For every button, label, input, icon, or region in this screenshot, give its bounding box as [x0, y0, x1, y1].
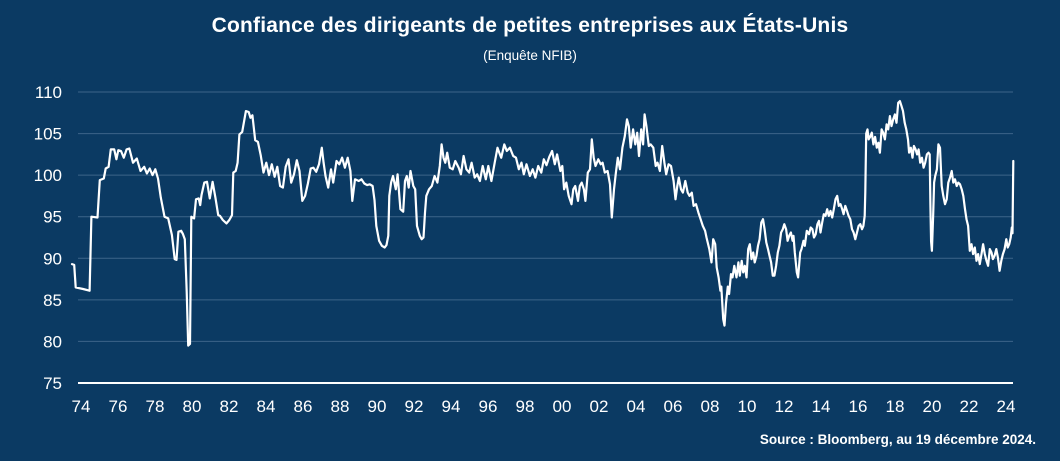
- y-axis-tick-label: 90: [43, 249, 62, 268]
- x-axis-tick-label: 88: [331, 397, 350, 416]
- x-axis-tick-label: 94: [442, 397, 461, 416]
- y-axis-tick-label: 100: [34, 166, 62, 185]
- x-axis-tick-label: 08: [701, 397, 720, 416]
- data-line-series: [70, 99, 1015, 347]
- bottom-border: [0, 461, 1060, 463]
- x-axis-tick-label: 84: [257, 397, 276, 416]
- chart-title: Confiance des dirigeants de petites entr…: [211, 14, 849, 37]
- y-axis-tick-label: 80: [43, 332, 62, 351]
- x-axis-tick-label: 14: [812, 397, 831, 416]
- x-axis-tick-label: 06: [664, 397, 683, 416]
- x-axis-tick-label: 76: [109, 397, 128, 416]
- x-axis-tick-label: 74: [72, 397, 91, 416]
- x-axis-tick-label: 22: [960, 397, 979, 416]
- chart-subtitle: (Enquête NFIB): [483, 48, 577, 63]
- x-axis-tick-label: 78: [146, 397, 165, 416]
- x-axis-tick-label: 80: [183, 397, 202, 416]
- x-axis-tick-label: 00: [553, 397, 572, 416]
- y-axis-tick-label: 95: [43, 208, 62, 227]
- y-axis-tick-label: 110: [35, 83, 62, 102]
- y-axis-tick-label: 105: [34, 125, 62, 144]
- x-axis-tick-label: 04: [627, 397, 646, 416]
- x-axis-tick-label: 10: [738, 397, 757, 416]
- x-axis-tick-label: 90: [368, 397, 387, 416]
- y-axis-tick-label: 75: [43, 374, 62, 393]
- x-axis-tick-label: 02: [590, 397, 609, 416]
- x-axis-tick-label: 20: [923, 397, 942, 416]
- x-axis-tick-label: 12: [775, 397, 794, 416]
- x-axis-tick-label: 24: [997, 397, 1016, 416]
- x-axis-tick-label: 96: [479, 397, 498, 416]
- source-note: Source : Bloomberg, au 19 décembre 2024.: [759, 432, 1036, 447]
- y-axis-tick-label: 85: [43, 291, 62, 310]
- x-axis-tick-label: 92: [405, 397, 424, 416]
- x-axis-tick-label: 16: [849, 397, 868, 416]
- x-axis-tick-label: 82: [220, 397, 239, 416]
- x-axis-tick-label: 86: [294, 397, 313, 416]
- x-axis-tick-label: 18: [886, 397, 905, 416]
- x-axis-tick-label: 98: [516, 397, 535, 416]
